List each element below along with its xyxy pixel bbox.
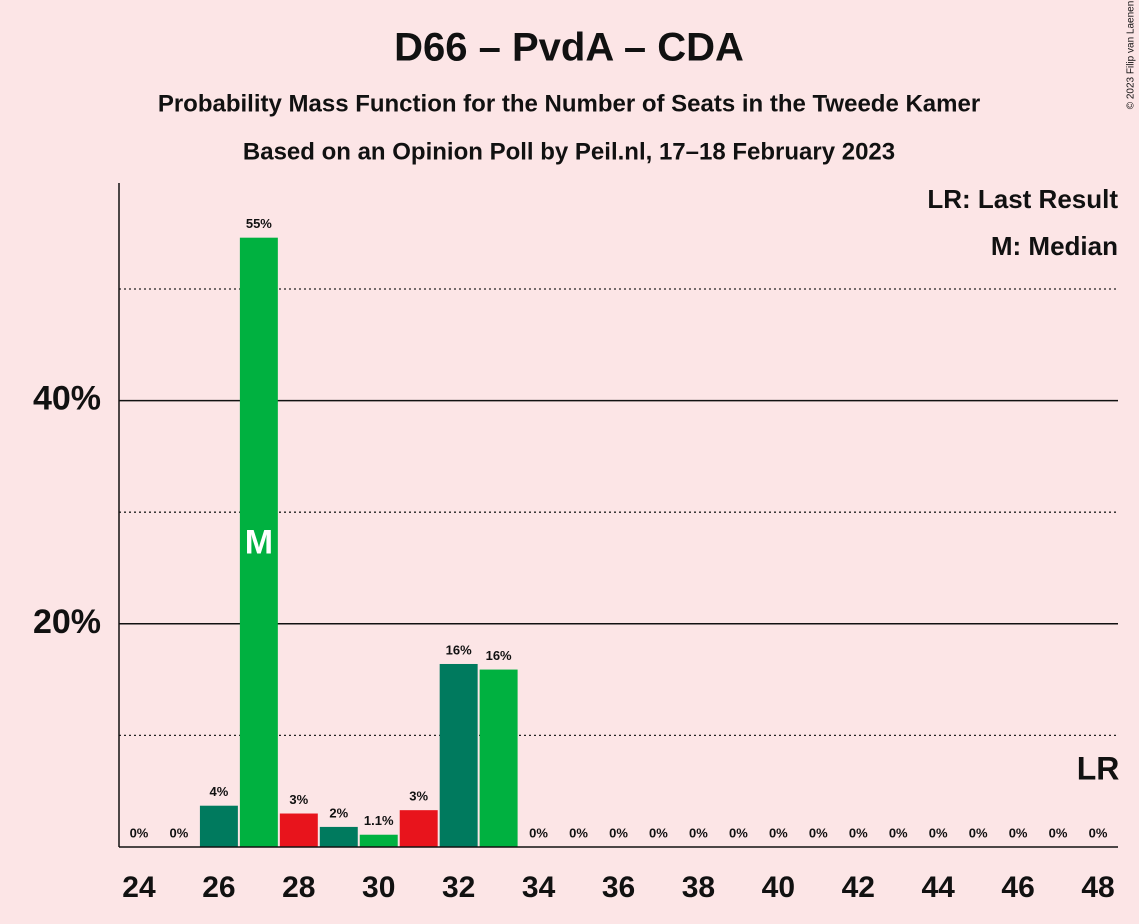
value-label: 0% [1049, 825, 1068, 840]
value-label: 0% [769, 825, 788, 840]
value-label: 0% [1009, 825, 1028, 840]
value-label: 0% [529, 825, 548, 840]
bar [439, 663, 478, 847]
x-tick-label: 26 [202, 871, 235, 904]
value-label: 16% [486, 648, 512, 663]
value-label: 0% [929, 825, 948, 840]
value-label: 4% [210, 784, 229, 799]
value-label: 3% [289, 792, 308, 807]
x-tick-label: 40 [762, 871, 795, 904]
value-label: 0% [729, 825, 748, 840]
legend-entry: LR: Last Result [927, 184, 1118, 214]
value-label: 0% [569, 825, 588, 840]
y-tick-label: 20% [33, 603, 101, 641]
value-label: 0% [1089, 825, 1108, 840]
last-result-marker: LR [1077, 750, 1120, 786]
value-label: 16% [446, 642, 472, 657]
value-label: 0% [609, 825, 628, 840]
x-tick-label: 44 [921, 871, 955, 904]
value-label: 0% [809, 825, 828, 840]
x-tick-label: 38 [682, 871, 715, 904]
value-label: 0% [849, 825, 868, 840]
x-tick-label: 48 [1081, 871, 1114, 904]
value-label: 3% [409, 789, 428, 804]
bar [319, 826, 358, 847]
bar [239, 237, 278, 847]
value-label: 0% [170, 825, 189, 840]
value-label: 55% [246, 216, 272, 231]
bar [279, 813, 318, 847]
x-tick-label: 24 [122, 871, 156, 904]
chart-subtitle: Probability Mass Function for the Number… [158, 90, 980, 117]
x-tick-label: 46 [1001, 871, 1034, 904]
value-label: 0% [689, 825, 708, 840]
copyright: © 2023 Filip van Laenen [1126, 1, 1137, 110]
legend-entry: M: Median [991, 231, 1118, 261]
bar [199, 805, 238, 847]
x-tick-label: 32 [442, 871, 475, 904]
chart-title: D66 – PvdA – CDA [394, 26, 744, 70]
value-label: 0% [130, 825, 149, 840]
value-label: 0% [969, 825, 988, 840]
chart-subtitle: Based on an Opinion Poll by Peil.nl, 17–… [243, 138, 895, 165]
y-tick-label: 40% [33, 380, 101, 418]
median-marker: M [245, 523, 273, 561]
x-tick-label: 28 [282, 871, 315, 904]
bar [359, 834, 398, 847]
x-tick-label: 34 [522, 871, 556, 904]
x-tick-label: 42 [842, 871, 875, 904]
bar [399, 810, 438, 847]
x-tick-label: 36 [602, 871, 635, 904]
value-label: 2% [329, 805, 348, 820]
value-label: 0% [889, 825, 908, 840]
value-label: 1.1% [364, 813, 394, 828]
bar [479, 669, 518, 847]
value-label: 0% [649, 825, 668, 840]
x-tick-label: 30 [362, 871, 395, 904]
